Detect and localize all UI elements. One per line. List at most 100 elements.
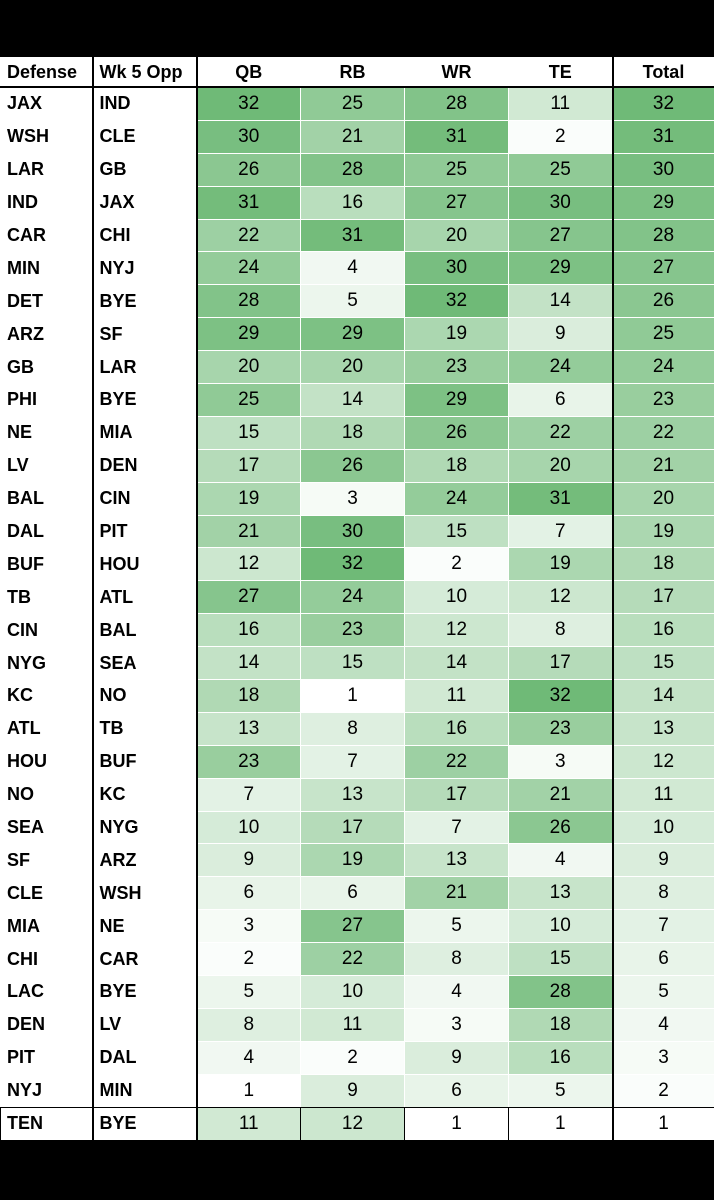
qb-rank-cell[interactable]: 31 [196,186,301,220]
opponent-cell[interactable]: PIT [91,515,198,548]
rb-rank-cell[interactable]: 32 [300,547,405,581]
wr-rank-cell[interactable]: 4 [404,975,509,1009]
total-rank-cell[interactable]: 8 [612,876,714,910]
opponent-cell[interactable]: IND [91,87,198,121]
total-rank-cell[interactable]: 21 [612,449,714,483]
defense-cell[interactable]: CLE [0,876,93,910]
te-rank-cell[interactable]: 19 [508,547,614,581]
qb-rank-cell[interactable]: 22 [196,219,301,252]
defense-cell[interactable]: PIT [0,1041,93,1075]
wr-rank-cell[interactable]: 23 [404,350,509,384]
wr-rank-cell[interactable]: 27 [404,186,509,220]
total-rank-cell[interactable]: 1 [612,1107,714,1142]
te-rank-cell[interactable]: 5 [508,1074,614,1108]
opponent-cell[interactable]: BUF [91,745,198,779]
qb-rank-cell[interactable]: 16 [196,613,301,647]
total-rank-cell[interactable]: 16 [612,613,714,647]
te-rank-cell[interactable]: 17 [508,646,614,680]
wr-rank-cell[interactable]: 24 [404,482,509,516]
qb-rank-cell[interactable]: 1 [196,1074,301,1108]
qb-rank-cell[interactable]: 3 [196,909,301,943]
opponent-cell[interactable]: LAR [91,350,198,384]
rb-rank-cell[interactable]: 8 [300,712,405,746]
rb-rank-cell[interactable]: 13 [300,778,405,812]
rb-rank-cell[interactable]: 30 [300,515,405,548]
rb-rank-cell[interactable]: 27 [300,909,405,943]
total-rank-cell[interactable]: 15 [612,646,714,680]
wr-rank-cell[interactable]: 32 [404,284,509,318]
opponent-cell[interactable]: NYJ [91,251,198,285]
te-rank-cell[interactable]: 11 [508,87,614,121]
wr-rank-cell[interactable]: 16 [404,712,509,746]
te-rank-cell[interactable]: 24 [508,350,614,384]
opponent-cell[interactable]: BAL [91,613,198,647]
header-qb[interactable]: QB [196,57,301,88]
defense-cell[interactable]: CAR [0,219,93,252]
qb-rank-cell[interactable]: 17 [196,449,301,483]
qb-rank-cell[interactable]: 25 [196,383,301,417]
rb-rank-cell[interactable]: 7 [300,745,405,779]
opponent-cell[interactable]: JAX [91,186,198,220]
wr-rank-cell[interactable]: 2 [404,547,509,581]
qb-rank-cell[interactable]: 21 [196,515,301,548]
rb-rank-cell[interactable]: 25 [300,87,405,121]
qb-rank-cell[interactable]: 11 [196,1107,301,1142]
total-rank-cell[interactable]: 12 [612,745,714,779]
qb-rank-cell[interactable]: 2 [196,942,301,976]
defense-cell[interactable]: SEA [0,811,93,844]
te-rank-cell[interactable]: 27 [508,219,614,252]
rb-rank-cell[interactable]: 28 [300,153,405,187]
defense-cell[interactable]: JAX [0,87,93,121]
qb-rank-cell[interactable]: 5 [196,975,301,1009]
defense-cell[interactable]: LAR [0,153,93,187]
defense-cell[interactable]: NYJ [0,1074,93,1108]
te-rank-cell[interactable]: 14 [508,284,614,318]
opponent-cell[interactable]: SEA [91,646,198,680]
total-rank-cell[interactable]: 17 [612,580,714,614]
rb-rank-cell[interactable]: 29 [300,317,405,351]
wr-rank-cell[interactable]: 18 [404,449,509,483]
opponent-cell[interactable]: NE [91,909,198,943]
te-rank-cell[interactable]: 7 [508,515,614,548]
defense-cell[interactable]: GB [0,350,93,384]
rb-rank-cell[interactable]: 1 [300,679,405,713]
defense-cell[interactable]: LV [0,449,93,483]
opponent-cell[interactable]: MIN [91,1074,198,1108]
total-rank-cell[interactable]: 26 [612,284,714,318]
opponent-cell[interactable]: BYE [91,383,198,417]
total-rank-cell[interactable]: 25 [612,317,714,351]
te-rank-cell[interactable]: 10 [508,909,614,943]
defense-cell[interactable]: MIN [0,251,93,285]
te-rank-cell[interactable]: 22 [508,416,614,450]
opponent-cell[interactable]: ARZ [91,843,198,877]
total-rank-cell[interactable]: 3 [612,1041,714,1075]
qb-rank-cell[interactable]: 12 [196,547,301,581]
qb-rank-cell[interactable]: 14 [196,646,301,680]
wr-rank-cell[interactable]: 11 [404,679,509,713]
total-rank-cell[interactable]: 32 [612,87,714,121]
defense-cell[interactable]: MIA [0,909,93,943]
wr-rank-cell[interactable]: 14 [404,646,509,680]
wr-rank-cell[interactable]: 28 [404,87,509,121]
opponent-cell[interactable]: CIN [91,482,198,516]
wr-rank-cell[interactable]: 26 [404,416,509,450]
rb-rank-cell[interactable]: 11 [300,1008,405,1042]
rb-rank-cell[interactable]: 22 [300,942,405,976]
total-rank-cell[interactable]: 4 [612,1008,714,1042]
te-rank-cell[interactable]: 26 [508,811,614,844]
rb-rank-cell[interactable]: 16 [300,186,405,220]
defense-cell[interactable]: LAC [0,975,93,1009]
total-rank-cell[interactable]: 19 [612,515,714,548]
rb-rank-cell[interactable]: 14 [300,383,405,417]
defense-cell[interactable]: CHI [0,942,93,976]
opponent-cell[interactable]: BYE [91,1107,198,1142]
defense-cell[interactable]: TB [0,580,93,614]
total-rank-cell[interactable]: 9 [612,843,714,877]
wr-rank-cell[interactable]: 20 [404,219,509,252]
te-rank-cell[interactable]: 1 [508,1107,614,1142]
total-rank-cell[interactable]: 20 [612,482,714,516]
te-rank-cell[interactable]: 9 [508,317,614,351]
qb-rank-cell[interactable]: 28 [196,284,301,318]
qb-rank-cell[interactable]: 13 [196,712,301,746]
defense-cell[interactable]: ARZ [0,317,93,351]
